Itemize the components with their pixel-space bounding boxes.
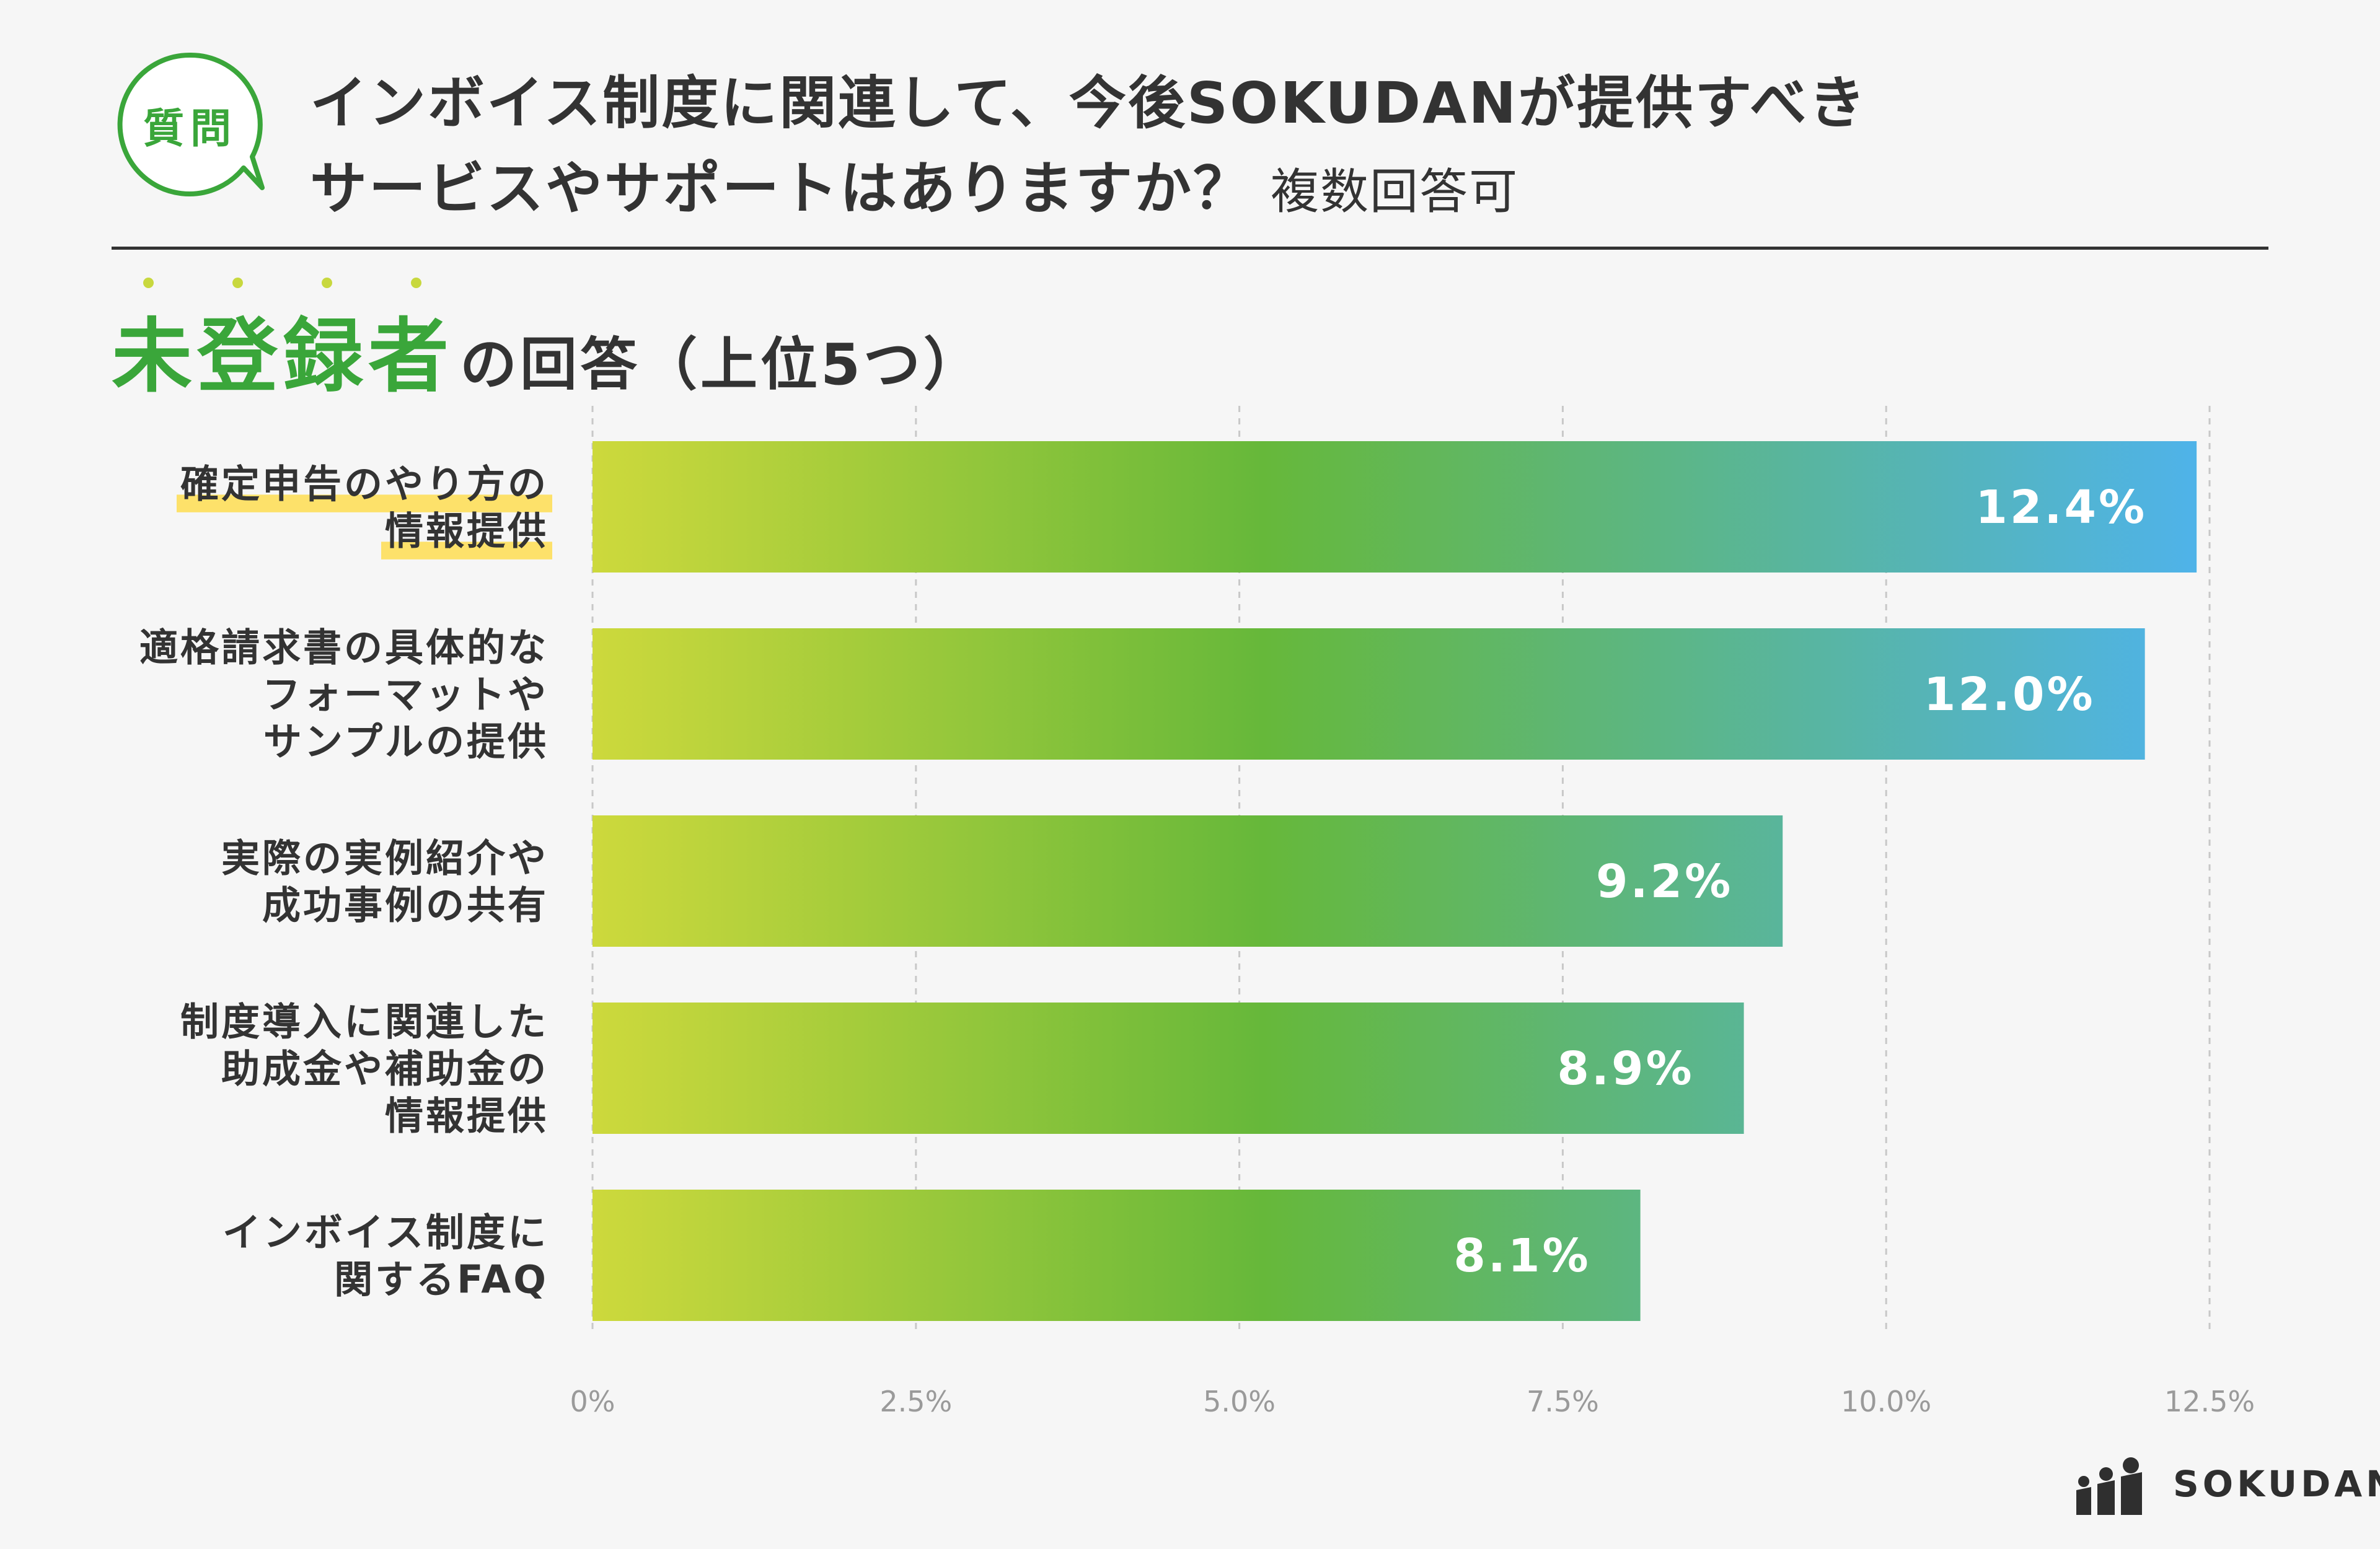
category-label: 適格請求書の具体的な bbox=[139, 625, 549, 670]
title-divider bbox=[112, 247, 2268, 250]
bar-value-label: 12.4% bbox=[1975, 481, 2147, 534]
category-label: フォーマットや bbox=[262, 672, 549, 717]
bar bbox=[593, 1190, 1641, 1321]
category-label: 情報提供 bbox=[385, 508, 549, 553]
bar bbox=[593, 1003, 1744, 1134]
section-highlight-text: 未登録者 bbox=[112, 309, 454, 403]
category-label: 助成金や補助金の bbox=[221, 1046, 549, 1091]
x-tick-label: 10.0% bbox=[1841, 1385, 1931, 1418]
category-label: 情報提供 bbox=[385, 1093, 549, 1138]
section-highlight: 未登録者 bbox=[112, 278, 454, 408]
section-heading: 未登録者 の回答（上位5つ） bbox=[112, 278, 984, 403]
question-badge: 質問 bbox=[117, 52, 265, 196]
bar bbox=[593, 441, 2197, 573]
category-label: 成功事例の共有 bbox=[262, 882, 549, 928]
category-label: 確定申告のやり方の bbox=[180, 461, 549, 506]
bar bbox=[593, 815, 1783, 947]
multiple-answer-note: 複数回答可 bbox=[1271, 164, 1519, 220]
category-label: 実際の実例紹介や bbox=[221, 835, 549, 880]
people-logo-icon bbox=[2076, 1457, 2142, 1515]
question-title-line-2-text: サービスやサポートはありますか？ bbox=[310, 156, 1253, 222]
bar-value-label: 8.9% bbox=[1557, 1042, 1694, 1095]
bar-value-label: 12.0% bbox=[1924, 668, 2096, 721]
emphasis-dots bbox=[112, 278, 454, 296]
bar-value-label: 8.1% bbox=[1453, 1229, 1590, 1283]
category-label: 関するFAQ bbox=[334, 1257, 549, 1302]
logo-text: SOKUDAN bbox=[2173, 1463, 2380, 1505]
bar bbox=[593, 628, 2145, 760]
x-tick-label: 2.5% bbox=[879, 1385, 952, 1418]
category-label: 制度導入に関連した bbox=[180, 999, 549, 1044]
category-label: サンプルの提供 bbox=[263, 719, 549, 764]
sokudan-logo: SOKUDAN bbox=[2070, 1453, 2380, 1515]
x-tick-label: 7.5% bbox=[1527, 1385, 1599, 1418]
question-title-line-1: インボイス制度に関連して、今後SOKUDANが提供すべき bbox=[310, 70, 1867, 136]
category-highlight-marker bbox=[176, 494, 552, 512]
x-tick-label: 0% bbox=[570, 1385, 615, 1418]
x-tick-label: 5.0% bbox=[1203, 1385, 1276, 1418]
bar-value-label: 9.2% bbox=[1596, 855, 1733, 908]
question-title-line-2: サービスやサポートはありますか？ 複数回答可 bbox=[310, 143, 1518, 225]
category-label: インボイス制度に bbox=[223, 1209, 549, 1255]
section-heading-rest: の回答（上位5つ） bbox=[460, 331, 984, 398]
x-tick-label: 12.5% bbox=[2164, 1385, 2255, 1418]
badge-label: 質問 bbox=[143, 105, 237, 152]
category-highlight-marker bbox=[381, 542, 552, 559]
